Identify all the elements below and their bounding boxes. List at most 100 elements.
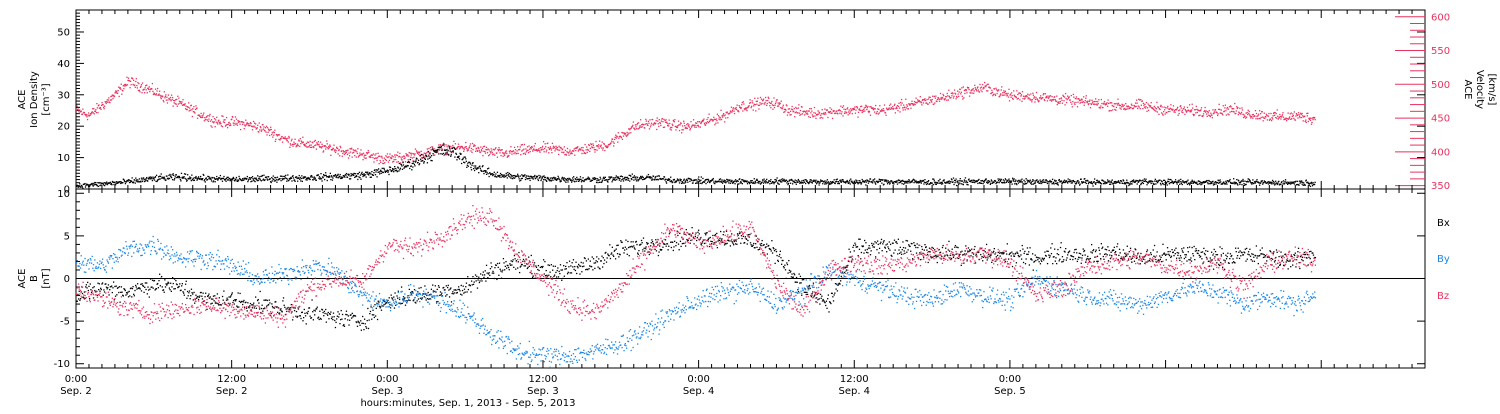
density-point — [1168, 179, 1169, 180]
density-point — [626, 179, 627, 180]
velocity-point — [528, 145, 529, 146]
density-point — [555, 177, 556, 178]
velocity-point — [632, 125, 633, 126]
density-point — [873, 181, 874, 182]
velocity-point — [1080, 102, 1081, 103]
velocity-point — [1053, 99, 1054, 100]
velocity-point — [1226, 114, 1227, 115]
velocity-point — [657, 117, 658, 118]
velocity-point — [557, 149, 558, 150]
density-point — [1111, 181, 1112, 182]
density-point — [379, 173, 380, 174]
density-point — [376, 176, 377, 177]
velocity-point — [696, 127, 697, 128]
density-point — [598, 179, 599, 180]
velocity-point — [1051, 96, 1052, 97]
velocity-point — [1271, 117, 1272, 118]
velocity-point — [555, 146, 556, 147]
velocity-point — [911, 101, 912, 102]
velocity-point — [898, 106, 899, 107]
density-point — [364, 174, 365, 175]
velocity-point — [863, 109, 864, 110]
density-point — [726, 181, 727, 182]
density-point — [355, 173, 356, 174]
density-point — [486, 172, 487, 173]
density-point — [543, 175, 544, 176]
velocity-point — [921, 104, 922, 105]
density-point — [401, 164, 402, 165]
density-point — [294, 179, 295, 180]
velocity-point — [1157, 111, 1158, 112]
velocity-point — [601, 147, 602, 148]
density-point — [977, 183, 978, 184]
velocity-point — [485, 153, 486, 154]
velocity-point — [535, 143, 536, 144]
velocity-point — [234, 120, 235, 121]
velocity-point — [725, 117, 726, 118]
velocity-point — [568, 155, 569, 156]
velocity-point — [541, 149, 542, 150]
density-point — [953, 177, 954, 178]
velocity-point — [207, 119, 208, 120]
velocity-point — [1023, 96, 1024, 97]
density-point — [247, 181, 248, 182]
density-point — [478, 172, 479, 173]
velocity-point — [119, 96, 120, 97]
density-point — [1133, 179, 1134, 180]
velocity-point — [1218, 104, 1219, 105]
velocity-point — [81, 110, 82, 111]
velocity-point — [529, 151, 530, 152]
density-point — [699, 179, 700, 180]
density-point — [1096, 182, 1097, 183]
bx-point — [120, 292, 121, 293]
density-point — [1026, 183, 1027, 184]
density-point — [309, 179, 310, 180]
velocity-point — [1056, 95, 1057, 96]
velocity-point — [288, 141, 289, 142]
velocity-point — [1204, 110, 1205, 111]
density-point — [1107, 179, 1108, 180]
velocity-point — [287, 140, 288, 141]
velocity-point — [318, 141, 319, 142]
density-point — [805, 183, 806, 184]
density-point — [665, 179, 666, 180]
bx-point — [90, 283, 91, 284]
density-point — [507, 177, 508, 178]
density-point — [275, 177, 276, 178]
velocity-point — [1133, 107, 1134, 108]
velocity-point — [741, 107, 742, 108]
velocity-point — [1005, 91, 1006, 92]
density-point — [139, 178, 140, 179]
density-point — [271, 177, 272, 178]
density-point — [373, 172, 374, 173]
velocity-point — [220, 121, 221, 122]
density-point — [1030, 180, 1031, 181]
density-point — [1243, 181, 1244, 182]
density-point — [446, 149, 447, 150]
velocity-point — [652, 119, 653, 120]
density-point — [564, 180, 565, 181]
density-point — [1007, 180, 1008, 181]
density-point — [123, 179, 124, 180]
velocity-point — [1011, 95, 1012, 96]
density-point — [1229, 179, 1230, 180]
velocity-point — [1258, 114, 1259, 115]
velocity-point — [969, 95, 970, 96]
density-point — [1164, 184, 1165, 185]
velocity-point — [559, 146, 560, 147]
velocity-point — [1197, 112, 1198, 113]
density-point — [1061, 180, 1062, 181]
density-point — [913, 182, 914, 183]
velocity-point — [98, 104, 99, 105]
velocity-point — [363, 153, 364, 154]
density-point — [722, 183, 723, 184]
density-point — [292, 175, 293, 176]
density-point — [151, 178, 152, 179]
density-point — [173, 173, 174, 174]
density-point — [329, 176, 330, 177]
velocity-point — [717, 114, 718, 115]
density-point — [754, 178, 755, 179]
density-point — [276, 179, 277, 180]
density-point — [375, 171, 376, 172]
velocity-point — [1249, 111, 1250, 112]
